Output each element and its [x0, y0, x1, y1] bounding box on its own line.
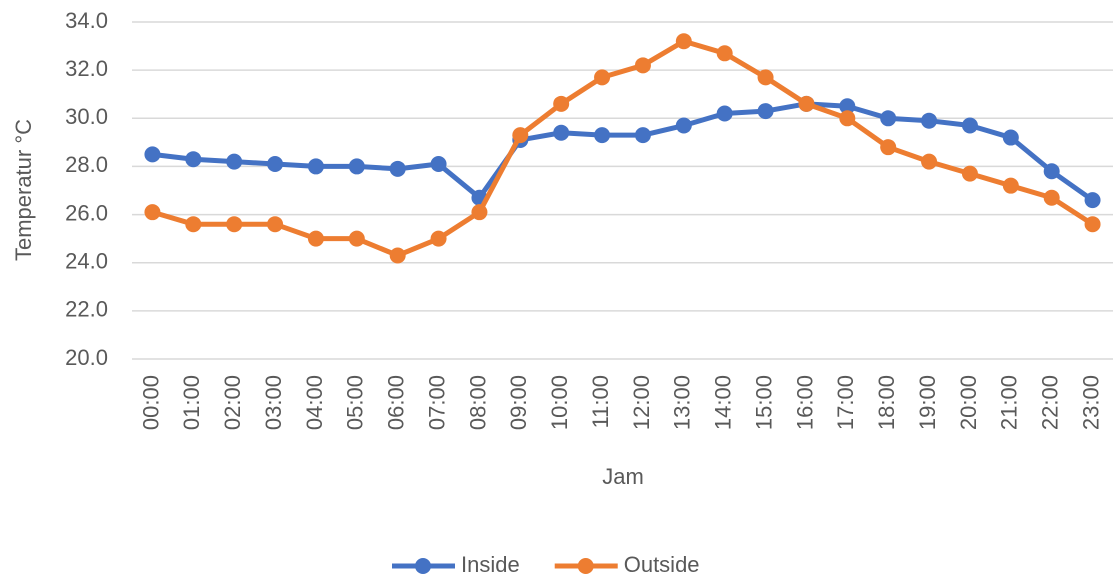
x-tick-label: 02:00	[220, 375, 245, 430]
y-tick-label: 32.0	[65, 56, 108, 81]
y-tick-label: 20.0	[65, 345, 108, 370]
x-tick-label: 13:00	[670, 375, 695, 430]
data-point	[594, 69, 611, 86]
x-tick-label: 03:00	[261, 375, 286, 430]
x-tick-label: 01:00	[179, 375, 204, 430]
data-point	[430, 230, 447, 247]
data-point	[716, 105, 733, 122]
x-tick-label: 09:00	[506, 375, 531, 430]
x-tick-label: 16:00	[792, 375, 817, 430]
x-tick-label: 14:00	[711, 375, 736, 430]
data-point	[430, 156, 447, 173]
data-point	[634, 127, 651, 144]
data-point	[144, 204, 161, 221]
data-point	[553, 95, 570, 112]
data-point	[921, 112, 938, 129]
data-point	[880, 139, 897, 156]
data-point	[675, 33, 692, 50]
legend-label: Outside	[624, 552, 700, 577]
data-point	[512, 127, 529, 144]
y-tick-label: 26.0	[65, 200, 108, 225]
data-point	[594, 127, 611, 144]
x-tick-label: 15:00	[751, 375, 776, 430]
data-point	[185, 216, 202, 233]
data-point	[267, 216, 284, 233]
x-tick-label: 20:00	[956, 375, 981, 430]
x-tick-label: 19:00	[915, 375, 940, 430]
data-point	[144, 146, 161, 163]
x-tick-label: 04:00	[302, 375, 327, 430]
data-point	[757, 103, 774, 120]
data-point	[921, 153, 938, 170]
data-point	[471, 204, 488, 221]
data-point	[389, 160, 406, 177]
data-point	[1002, 129, 1019, 146]
y-tick-label: 30.0	[65, 104, 108, 129]
x-tick-label: 12:00	[629, 375, 654, 430]
data-point	[757, 69, 774, 86]
data-point	[961, 165, 978, 182]
data-point	[348, 158, 365, 175]
legend-label: Inside	[461, 552, 520, 577]
data-point	[1043, 189, 1060, 206]
data-point	[798, 95, 815, 112]
data-point	[675, 117, 692, 134]
series-line	[151, 38, 1094, 258]
legend-marker	[415, 558, 431, 574]
data-point	[307, 230, 324, 247]
data-point	[553, 124, 570, 141]
x-tick-label: 10:00	[547, 375, 572, 430]
data-point	[1043, 163, 1060, 180]
y-tick-label: 28.0	[65, 152, 108, 177]
data-point	[839, 110, 856, 127]
data-point	[1084, 216, 1101, 233]
data-point	[716, 45, 733, 62]
x-tick-label: 08:00	[465, 375, 490, 430]
data-point	[389, 247, 406, 264]
y-tick-label: 22.0	[65, 297, 108, 322]
x-tick-label: 11:00	[588, 375, 613, 428]
data-point	[961, 117, 978, 134]
data-point	[839, 98, 856, 115]
x-axis-title: Jam	[602, 464, 644, 489]
data-point	[880, 110, 897, 127]
legend-marker	[577, 558, 594, 574]
data-point	[634, 57, 651, 74]
x-tick-label: 22:00	[1038, 375, 1063, 430]
x-tick-label: 06:00	[384, 375, 409, 430]
y-tick-label: 34.0	[65, 8, 108, 33]
data-point	[185, 151, 202, 168]
x-tick-label: 17:00	[833, 375, 858, 430]
data-point	[226, 153, 243, 170]
x-tick-label: 23:00	[1078, 375, 1103, 430]
data-point	[1084, 192, 1101, 209]
x-tick-label: 00:00	[138, 375, 163, 430]
data-point	[267, 156, 284, 173]
x-tick-label: 05:00	[343, 375, 368, 430]
y-axis-title: Temperatur °C	[11, 119, 36, 261]
data-point	[1002, 177, 1019, 194]
x-tick-label: 07:00	[424, 375, 449, 430]
data-point	[307, 158, 324, 175]
data-point	[226, 216, 243, 233]
data-point	[348, 230, 365, 247]
x-tick-label: 18:00	[874, 375, 899, 430]
y-tick-label: 24.0	[65, 249, 108, 274]
x-tick-label: 21:00	[997, 375, 1022, 430]
